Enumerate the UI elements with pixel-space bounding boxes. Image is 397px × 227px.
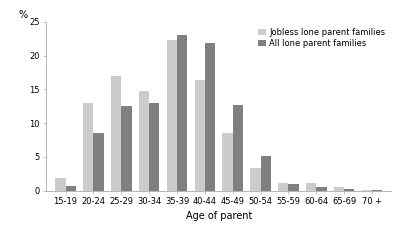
Bar [83, 103, 93, 191]
Bar [278, 183, 288, 191]
Bar [222, 133, 233, 191]
Bar [362, 190, 372, 191]
Bar [149, 103, 160, 191]
X-axis label: Age of parent: Age of parent [185, 211, 252, 222]
Bar [205, 43, 215, 191]
Bar [167, 40, 177, 191]
Bar [306, 183, 316, 191]
Bar [372, 190, 382, 191]
Text: %: % [18, 10, 27, 20]
Bar [66, 186, 76, 191]
Bar [233, 105, 243, 191]
Bar [344, 189, 355, 191]
Bar [260, 155, 271, 191]
Bar [177, 35, 187, 191]
Bar [334, 187, 344, 191]
Bar [288, 184, 299, 191]
Bar [111, 76, 121, 191]
Bar [55, 178, 66, 191]
Legend: Jobless lone parent families, All lone parent families: Jobless lone parent families, All lone p… [256, 26, 387, 49]
Bar [93, 133, 104, 191]
Bar [121, 106, 131, 191]
Bar [195, 80, 205, 191]
Bar [250, 168, 260, 191]
Bar [139, 91, 149, 191]
Bar [316, 187, 327, 191]
